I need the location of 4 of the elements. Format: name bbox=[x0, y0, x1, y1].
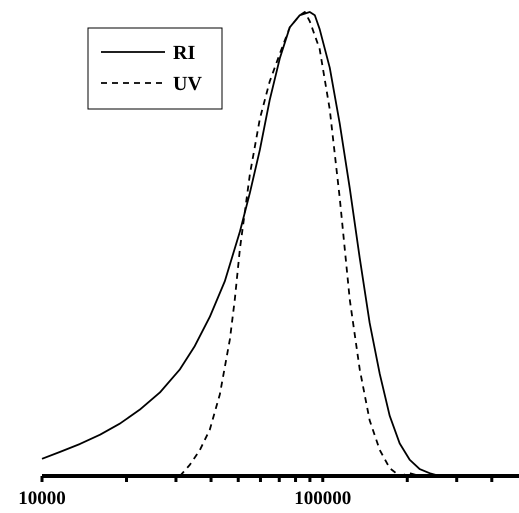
legend-label: RI bbox=[173, 42, 196, 64]
legend-label: UV bbox=[173, 73, 202, 95]
x-tick-label: 100000 bbox=[294, 488, 352, 509]
x-tick-label: 10000 bbox=[18, 488, 66, 509]
